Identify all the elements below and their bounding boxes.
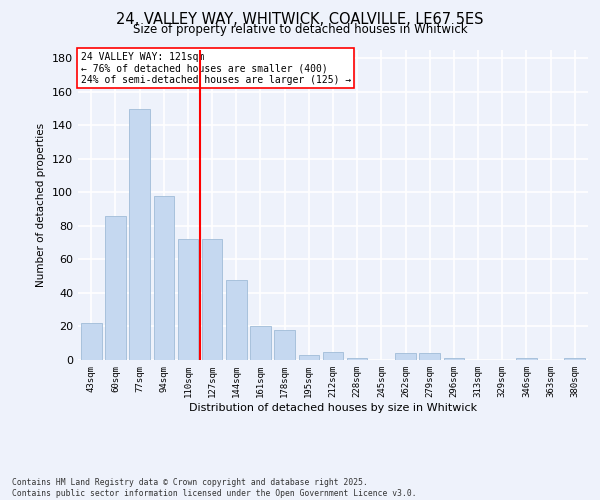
Bar [250,326,271,360]
Bar [274,330,295,360]
Bar [299,355,319,360]
Bar [443,358,464,360]
Text: Contains HM Land Registry data © Crown copyright and database right 2025.
Contai: Contains HM Land Registry data © Crown c… [12,478,416,498]
Bar [154,196,174,360]
Bar [105,216,126,360]
Bar [565,358,585,360]
Text: 24, VALLEY WAY, WHITWICK, COALVILLE, LE67 5ES: 24, VALLEY WAY, WHITWICK, COALVILLE, LE6… [116,12,484,28]
Bar [81,323,101,360]
Bar [395,354,416,360]
Bar [323,352,343,360]
Bar [226,280,247,360]
Bar [178,240,198,360]
X-axis label: Distribution of detached houses by size in Whitwick: Distribution of detached houses by size … [189,402,477,412]
Bar [347,358,367,360]
Y-axis label: Number of detached properties: Number of detached properties [37,123,46,287]
Bar [419,354,440,360]
Text: 24 VALLEY WAY: 121sqm
← 76% of detached houses are smaller (400)
24% of semi-det: 24 VALLEY WAY: 121sqm ← 76% of detached … [80,52,351,84]
Bar [202,240,223,360]
Bar [516,358,536,360]
Text: Size of property relative to detached houses in Whitwick: Size of property relative to detached ho… [133,22,467,36]
Bar [130,108,150,360]
